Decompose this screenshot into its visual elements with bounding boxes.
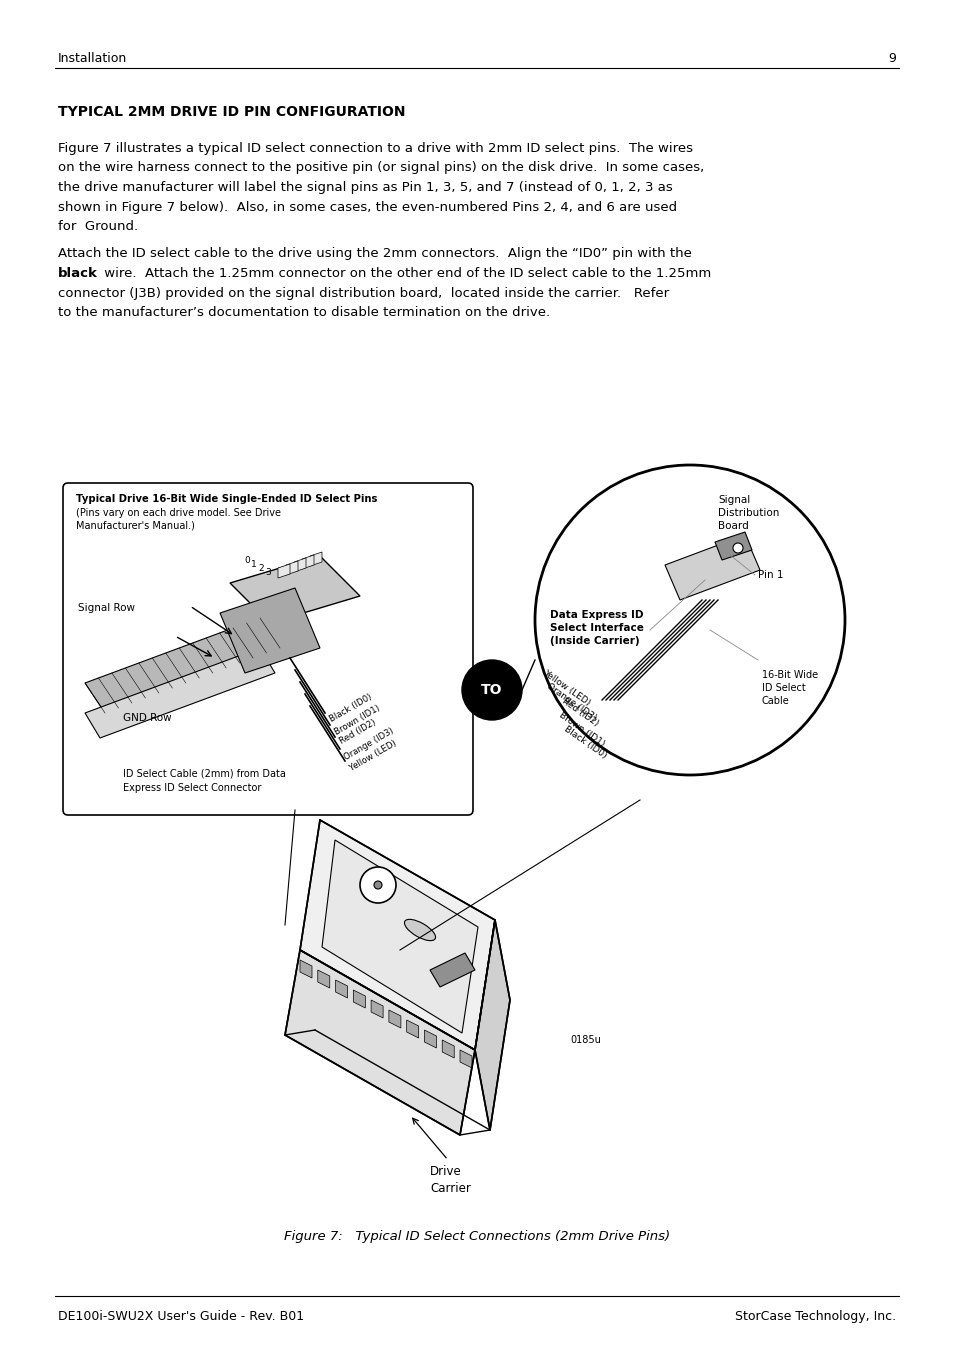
Text: Typical Drive 16-Bit Wide Single-Ended ID Select Pins: Typical Drive 16-Bit Wide Single-Ended I… bbox=[76, 494, 377, 504]
Text: Data Express ID
Select Interface
(Inside Carrier): Data Express ID Select Interface (Inside… bbox=[550, 611, 643, 646]
Text: on the wire harness connect to the positive pin (or signal pins) on the disk dri: on the wire harness connect to the posit… bbox=[58, 162, 703, 174]
FancyBboxPatch shape bbox=[63, 483, 473, 815]
Polygon shape bbox=[406, 1020, 418, 1038]
Polygon shape bbox=[353, 990, 365, 1008]
Text: 0: 0 bbox=[244, 556, 250, 565]
Text: Red (ID2): Red (ID2) bbox=[559, 695, 599, 727]
Text: Black (ID0): Black (ID0) bbox=[328, 693, 374, 724]
Text: to the manufacturer’s documentation to disable termination on the drive.: to the manufacturer’s documentation to d… bbox=[58, 307, 550, 319]
Text: Black (ID0): Black (ID0) bbox=[561, 724, 607, 760]
Text: Attach the ID select cable to the drive using the 2mm connectors.  Align the “ID: Attach the ID select cable to the drive … bbox=[58, 248, 691, 260]
Polygon shape bbox=[317, 971, 330, 988]
Polygon shape bbox=[299, 960, 312, 977]
Text: Manufacturer's Manual.): Manufacturer's Manual.) bbox=[76, 522, 194, 531]
Text: Brown (ID1): Brown (ID1) bbox=[557, 711, 605, 747]
Text: the drive manufacturer will label the signal pins as Pin 1, 3, 5, and 7 (instead: the drive manufacturer will label the si… bbox=[58, 181, 672, 194]
Text: 3: 3 bbox=[265, 568, 271, 576]
Text: Yellow (LED): Yellow (LED) bbox=[348, 739, 397, 773]
Text: Installation: Installation bbox=[58, 52, 127, 64]
Circle shape bbox=[374, 882, 381, 888]
Ellipse shape bbox=[404, 920, 436, 941]
Text: 2: 2 bbox=[258, 564, 264, 574]
Polygon shape bbox=[230, 556, 359, 623]
Text: shown in Figure 7 below).  Also, in some cases, the even-numbered Pins 2, 4, and: shown in Figure 7 below). Also, in some … bbox=[58, 200, 677, 214]
Text: wire.  Attach the 1.25mm connector on the other end of the ID select cable to th: wire. Attach the 1.25mm connector on the… bbox=[100, 267, 711, 281]
Text: Red (ID2): Red (ID2) bbox=[337, 717, 377, 746]
Text: Orange (ID3): Orange (ID3) bbox=[544, 682, 598, 723]
Text: StorCase Technology, Inc.: StorCase Technology, Inc. bbox=[734, 1310, 895, 1322]
Polygon shape bbox=[459, 1050, 472, 1068]
Text: TYPICAL 2MM DRIVE ID PIN CONFIGURATION: TYPICAL 2MM DRIVE ID PIN CONFIGURATION bbox=[58, 105, 405, 119]
Text: 9: 9 bbox=[887, 52, 895, 64]
Text: Figure 7 illustrates a typical ID select connection to a drive with 2mm ID selec: Figure 7 illustrates a typical ID select… bbox=[58, 142, 692, 155]
Polygon shape bbox=[335, 980, 347, 998]
Text: 1: 1 bbox=[251, 560, 256, 570]
Polygon shape bbox=[371, 999, 383, 1019]
Polygon shape bbox=[714, 533, 751, 560]
Text: for  Ground.: for Ground. bbox=[58, 220, 138, 233]
Text: black: black bbox=[58, 267, 98, 281]
Text: Yellow (LED): Yellow (LED) bbox=[541, 668, 592, 706]
Polygon shape bbox=[299, 820, 495, 1050]
Text: Figure 7:   Typical ID Select Connections (2mm Drive Pins): Figure 7: Typical ID Select Connections … bbox=[284, 1229, 669, 1243]
Text: Orange (ID3): Orange (ID3) bbox=[343, 726, 395, 763]
Text: Signal Row: Signal Row bbox=[78, 602, 135, 613]
Polygon shape bbox=[475, 920, 510, 1129]
Polygon shape bbox=[310, 552, 322, 565]
Polygon shape bbox=[285, 950, 475, 1135]
Polygon shape bbox=[277, 564, 290, 578]
Polygon shape bbox=[220, 589, 319, 674]
Polygon shape bbox=[286, 561, 297, 575]
Polygon shape bbox=[442, 1040, 454, 1058]
Polygon shape bbox=[294, 559, 306, 572]
Text: Pin 1: Pin 1 bbox=[758, 570, 782, 580]
Polygon shape bbox=[322, 841, 477, 1034]
Circle shape bbox=[732, 543, 742, 553]
Text: (Pins vary on each drive model. See Drive: (Pins vary on each drive model. See Driv… bbox=[76, 508, 281, 517]
Text: ID Select Cable (2mm) from Data: ID Select Cable (2mm) from Data bbox=[123, 768, 286, 778]
Polygon shape bbox=[302, 554, 314, 570]
Polygon shape bbox=[389, 1010, 400, 1028]
Text: connector (J3B) provided on the signal distribution board,  located inside the c: connector (J3B) provided on the signal d… bbox=[58, 286, 668, 300]
Text: 16-Bit Wide
ID Select
Cable: 16-Bit Wide ID Select Cable bbox=[761, 669, 818, 706]
Text: Express ID Select Connector: Express ID Select Connector bbox=[123, 783, 261, 793]
Polygon shape bbox=[85, 648, 274, 738]
Polygon shape bbox=[430, 953, 475, 987]
Text: 0185u: 0185u bbox=[569, 1035, 600, 1045]
Polygon shape bbox=[85, 617, 280, 713]
Circle shape bbox=[461, 660, 521, 720]
Circle shape bbox=[535, 465, 844, 775]
Text: TO: TO bbox=[480, 683, 502, 697]
Circle shape bbox=[359, 867, 395, 904]
Text: Brown (ID1): Brown (ID1) bbox=[333, 704, 381, 737]
Polygon shape bbox=[664, 535, 760, 600]
Text: GND Row: GND Row bbox=[123, 713, 172, 723]
Text: DE100i-SWU2X User's Guide - Rev. B01: DE100i-SWU2X User's Guide - Rev. B01 bbox=[58, 1310, 304, 1322]
Polygon shape bbox=[424, 1029, 436, 1049]
Text: Signal
Distribution
Board: Signal Distribution Board bbox=[718, 496, 779, 531]
Text: Drive
Carrier: Drive Carrier bbox=[430, 1165, 471, 1195]
